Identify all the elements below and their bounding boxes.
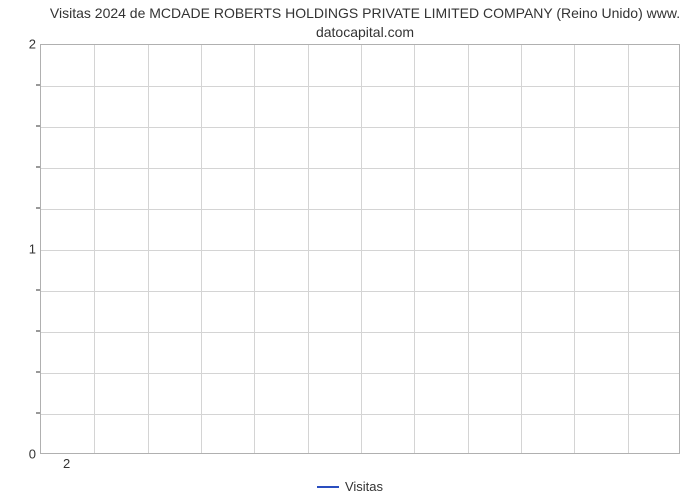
grid-line-vertical	[148, 45, 149, 453]
y-axis-minor-tick	[36, 413, 40, 414]
y-axis-minor-tick	[36, 290, 40, 291]
plot-area	[40, 44, 680, 454]
chart-title-line2: datocapital.com	[316, 24, 414, 40]
y-axis-minor-tick	[36, 85, 40, 86]
grid-line-vertical	[414, 45, 415, 453]
grid-line-horizontal	[41, 209, 679, 210]
grid-line-vertical	[201, 45, 202, 453]
grid-line-vertical	[361, 45, 362, 453]
grid-line-vertical	[468, 45, 469, 453]
grid-line-vertical	[521, 45, 522, 453]
y-axis-tick-label: 1	[6, 242, 36, 257]
grid-line-horizontal	[41, 168, 679, 169]
grid-line-horizontal	[41, 127, 679, 128]
grid-line-vertical	[94, 45, 95, 453]
chart-title-line1: Visitas 2024 de MCDADE ROBERTS HOLDINGS …	[50, 5, 680, 21]
y-axis-minor-tick	[36, 331, 40, 332]
chart-title: Visitas 2024 de MCDADE ROBERTS HOLDINGS …	[40, 4, 690, 42]
legend-label: Visitas	[345, 479, 383, 494]
legend: Visitas	[0, 478, 700, 494]
y-axis-tick-label: 0	[6, 447, 36, 462]
x-axis-tick-label: 2	[63, 456, 70, 471]
grid-line-horizontal	[41, 332, 679, 333]
grid-line-vertical	[574, 45, 575, 453]
y-axis-minor-tick	[36, 208, 40, 209]
grid-line-horizontal	[41, 373, 679, 374]
legend-swatch	[317, 486, 339, 488]
grid-line-horizontal	[41, 291, 679, 292]
grid-line-vertical	[628, 45, 629, 453]
y-axis-minor-tick	[36, 126, 40, 127]
grid-line-horizontal	[41, 86, 679, 87]
y-axis-minor-tick	[36, 167, 40, 168]
grid-line-vertical	[308, 45, 309, 453]
y-axis-tick-label: 2	[6, 37, 36, 52]
grid-line-vertical	[254, 45, 255, 453]
grid-line-horizontal	[41, 414, 679, 415]
y-axis-minor-tick	[36, 372, 40, 373]
grid-line-horizontal	[41, 250, 679, 251]
chart-container: Visitas 2024 de MCDADE ROBERTS HOLDINGS …	[0, 0, 700, 500]
